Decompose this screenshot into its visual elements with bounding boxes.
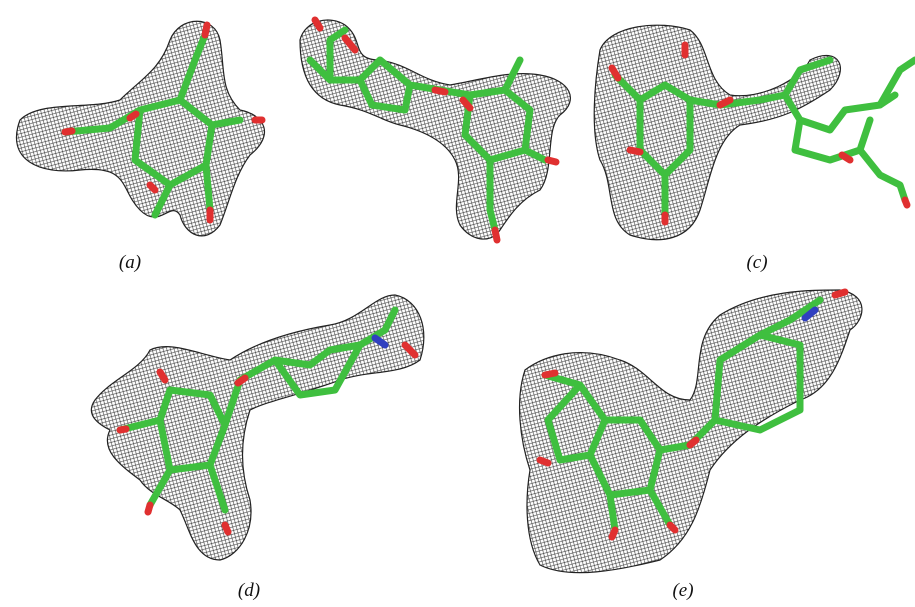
panel-label: (d) [238,580,260,601]
panel-d: (d) [91,295,423,601]
page: (a) (c) (d) [0,0,915,607]
density-mesh [594,25,840,240]
panel-c: (c) [594,25,915,273]
panel-label: (c) [746,252,767,273]
density-mesh [520,290,862,573]
panel-a: (a) [16,21,264,273]
panel-label: (e) [672,580,693,601]
panel-label: (a) [119,252,141,273]
figure: (a) (c) (d) [0,0,915,607]
panel-b [300,20,570,240]
panel-e: (e) [520,290,862,601]
